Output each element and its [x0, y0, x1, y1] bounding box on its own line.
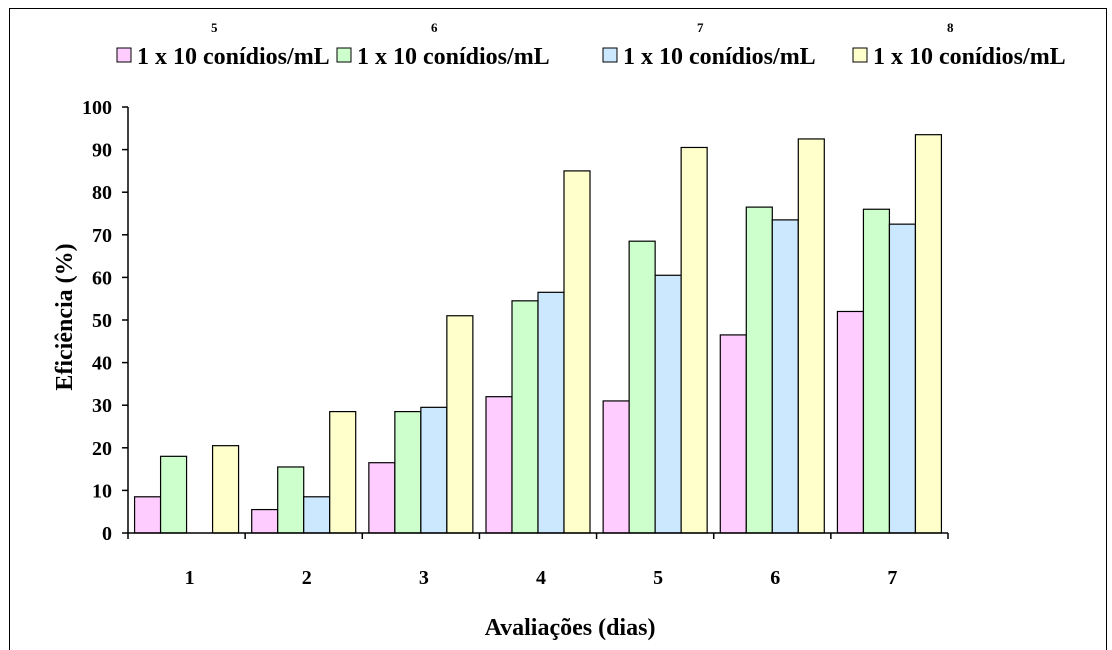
x-tick-label: 2	[302, 567, 312, 589]
y-tick-label: 40	[92, 353, 112, 375]
bar	[394, 410, 422, 534]
bar	[888, 223, 917, 534]
bar	[211, 445, 240, 534]
bar	[797, 138, 825, 534]
bar	[159, 455, 188, 534]
bar	[680, 146, 708, 534]
bar	[719, 334, 747, 534]
bar	[914, 134, 943, 534]
y-tick-label: 0	[102, 523, 112, 545]
bar	[602, 400, 630, 534]
legend-label: 1 x 10 conídios/mL	[873, 44, 1066, 70]
legend-swatch	[602, 47, 618, 63]
bar	[329, 410, 357, 534]
legend-exponent: 7	[697, 20, 704, 35]
bar	[771, 219, 799, 534]
bar	[368, 462, 396, 534]
y-tick-label: 90	[92, 140, 112, 162]
axes-group: 0 10 20 30 40 50 60 70 80 90 100 1 2 3 4 5 6 7	[82, 97, 949, 589]
bar	[537, 291, 565, 534]
legend-exponent: 8	[947, 20, 954, 35]
bar	[563, 170, 591, 534]
x-tick-label: 1	[185, 567, 195, 589]
chart-frame	[9, 8, 1107, 650]
legend: 1 x 10 conídios/mL 5 1 x 10 conídios/mL 6 1 …	[116, 20, 1066, 70]
bar	[862, 208, 891, 534]
y-tick-label: 10	[92, 480, 112, 502]
legend-swatch	[116, 47, 132, 63]
y-tick-label: 30	[92, 395, 112, 417]
bar	[745, 206, 773, 534]
bar	[836, 310, 865, 534]
y-tick-label: 100	[82, 97, 112, 119]
x-tick-label: 6	[770, 567, 780, 589]
y-tick-label: 60	[92, 267, 112, 289]
legend-label: 1 x 10 conídios/mL	[623, 44, 816, 70]
x-axis-label: Avaliações (dias)	[485, 615, 656, 641]
y-tick-label: 20	[92, 438, 112, 460]
bar	[420, 406, 448, 534]
y-tick-label: 50	[92, 310, 112, 332]
bar	[654, 274, 682, 534]
legend-swatch	[336, 47, 352, 63]
legend-swatch	[852, 47, 868, 63]
bar	[446, 315, 474, 534]
bar	[485, 396, 513, 534]
bar	[277, 466, 305, 534]
bar	[511, 300, 539, 534]
y-axis-label: Eficiência (%)	[52, 243, 78, 390]
legend-label: 1 x 10 conídios/mL	[137, 44, 330, 70]
bar	[303, 496, 331, 534]
legend-exponent: 6	[431, 20, 438, 35]
bar	[628, 240, 656, 534]
x-tick-label: 7	[887, 567, 897, 589]
y-tick-label: 70	[92, 225, 112, 247]
x-tick-label: 4	[536, 567, 546, 589]
legend-label: 1 x 10 conídios/mL	[357, 44, 550, 70]
y-tick-label: 80	[92, 182, 112, 204]
x-tick-label: 3	[419, 567, 429, 589]
bars-group	[133, 134, 943, 534]
bar	[133, 496, 162, 534]
x-tick-label: 5	[653, 567, 663, 589]
legend-exponent: 5	[211, 20, 218, 35]
bar	[251, 508, 279, 534]
